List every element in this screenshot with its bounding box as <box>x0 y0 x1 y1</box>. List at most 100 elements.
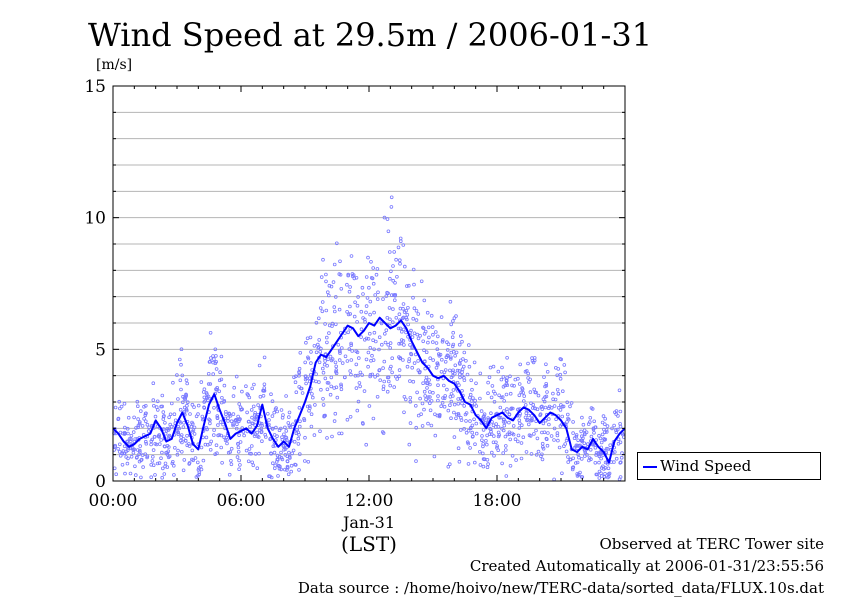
sample-point <box>300 391 305 395</box>
sample-point <box>273 463 278 468</box>
sample-point <box>575 460 580 465</box>
sample-point <box>468 395 472 400</box>
sample-point <box>231 422 235 427</box>
sample-point <box>502 409 506 413</box>
sample-point <box>139 457 144 462</box>
sample-point <box>587 458 591 463</box>
sample-point <box>582 432 587 437</box>
sample-point <box>334 364 339 369</box>
sample-point <box>397 258 402 263</box>
sample-point <box>142 416 146 421</box>
sample-point <box>308 335 313 340</box>
sample-point <box>401 243 406 247</box>
sample-point <box>482 457 487 462</box>
sample-point <box>397 341 401 346</box>
sample-point <box>122 444 127 449</box>
sample-point <box>292 375 296 380</box>
sample-point <box>612 460 616 464</box>
sample-point <box>600 432 605 437</box>
sample-point <box>271 444 276 449</box>
sample-point <box>588 415 593 420</box>
sample-point <box>472 460 477 465</box>
sample-point <box>118 442 122 447</box>
sample-point <box>579 429 583 434</box>
sample-point <box>530 359 535 363</box>
sample-point <box>257 451 261 456</box>
sample-point <box>209 439 214 444</box>
sample-point <box>309 361 313 365</box>
sample-point <box>182 458 187 462</box>
sample-point <box>516 433 521 438</box>
sample-point <box>618 475 623 479</box>
sample-point <box>196 460 200 465</box>
sample-point <box>405 312 410 317</box>
sample-point <box>231 412 236 416</box>
sample-point <box>531 402 535 407</box>
sample-point <box>120 462 125 467</box>
sample-point <box>272 410 277 415</box>
sample-point <box>441 383 446 388</box>
sample-point <box>297 452 302 456</box>
sample-point <box>202 405 206 410</box>
sample-point <box>145 455 149 460</box>
sample-point <box>540 452 544 457</box>
sample-point <box>260 423 265 428</box>
sample-point <box>179 362 183 367</box>
sample-point <box>439 357 444 362</box>
sample-point <box>399 341 403 346</box>
sample-point <box>113 443 117 448</box>
sample-point <box>560 389 565 394</box>
sample-point <box>180 373 185 378</box>
sample-point <box>513 377 518 382</box>
sample-point <box>592 430 596 435</box>
sample-point <box>393 280 397 285</box>
sample-point <box>138 420 142 424</box>
sample-point <box>442 404 447 409</box>
sample-point <box>426 395 431 399</box>
sample-point <box>171 380 175 385</box>
sample-point <box>507 432 512 437</box>
sample-point <box>386 342 391 347</box>
sample-point <box>471 396 475 400</box>
sample-point <box>165 443 170 448</box>
sample-point <box>392 293 396 297</box>
sample-point <box>371 266 376 270</box>
sample-point <box>321 370 326 375</box>
sample-point <box>518 362 522 367</box>
sample-point <box>329 384 334 389</box>
sample-point <box>163 461 168 466</box>
sample-point <box>250 444 254 448</box>
sample-point <box>418 396 422 401</box>
sample-point <box>244 384 248 389</box>
sample-point <box>606 472 611 477</box>
sample-point <box>187 442 191 446</box>
sample-point <box>389 293 394 297</box>
sample-point <box>509 406 514 411</box>
sample-point <box>489 395 494 400</box>
sample-point <box>143 413 148 418</box>
sample-point <box>614 430 619 435</box>
sample-point <box>449 322 454 327</box>
sample-point <box>612 450 617 454</box>
sample-point <box>403 397 408 402</box>
sample-point <box>402 394 407 399</box>
sample-point <box>416 312 421 316</box>
sample-point <box>298 419 302 424</box>
sample-point <box>329 375 334 380</box>
sample-point <box>384 294 389 298</box>
sample-point <box>597 476 602 480</box>
sample-point <box>149 439 154 444</box>
sample-point <box>416 336 421 341</box>
sample-point <box>245 410 249 415</box>
sample-point <box>411 379 416 384</box>
sample-point <box>458 375 462 380</box>
sample-point <box>547 404 552 409</box>
sample-point <box>134 455 139 460</box>
sample-point <box>386 229 391 234</box>
sample-point <box>415 332 420 337</box>
sample-point <box>193 456 198 460</box>
sample-point <box>460 339 464 344</box>
sample-point <box>525 418 529 423</box>
sample-point <box>136 425 140 430</box>
sample-point <box>185 403 189 408</box>
